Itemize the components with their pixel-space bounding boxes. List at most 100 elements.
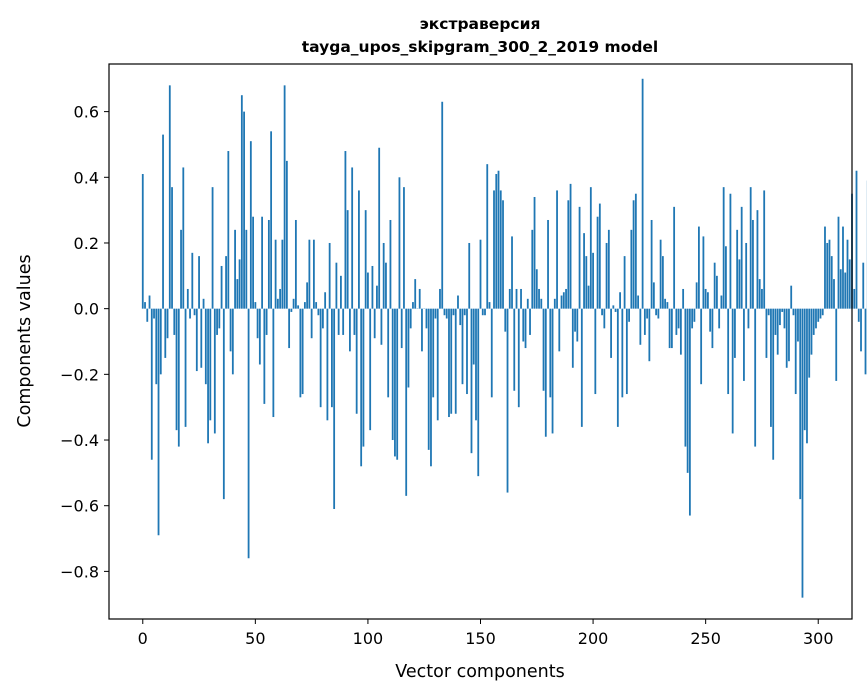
bar-component-188 xyxy=(565,288,567,309)
bar-component-267 xyxy=(743,308,745,381)
bar-component-34 xyxy=(218,308,221,329)
bar-component-295 xyxy=(806,308,808,444)
bar-component-101 xyxy=(369,308,372,431)
x-axis-ticks: 0 50 100 150 200 250 300 xyxy=(138,619,834,648)
bar-component-18 xyxy=(182,167,185,309)
bar-component-136 xyxy=(448,308,450,418)
bar-component-30 xyxy=(209,308,212,421)
bar-component-135 xyxy=(445,308,448,319)
bar-component-181 xyxy=(549,308,552,398)
bar-component-131 xyxy=(436,308,439,421)
bar-component-258 xyxy=(722,187,725,309)
bar-component-253 xyxy=(711,308,714,349)
bar-component-8 xyxy=(159,308,162,375)
bar-component-52 xyxy=(258,308,261,365)
bar-component-41 xyxy=(234,229,236,309)
bar-component-211 xyxy=(616,308,619,427)
bar-component-175 xyxy=(535,269,538,309)
bar-component-228 xyxy=(655,308,658,316)
bar-component-174 xyxy=(533,197,536,309)
bar-component-76 xyxy=(312,239,315,309)
bar-component-217 xyxy=(630,229,633,309)
bar-component-25 xyxy=(198,256,200,309)
bar-component-31 xyxy=(211,187,214,309)
bar-component-43 xyxy=(238,259,241,309)
bar-component-288 xyxy=(790,285,793,309)
bar-component-97 xyxy=(360,308,363,467)
bar-component-7 xyxy=(157,308,160,536)
y-tick-label: 0.6 xyxy=(74,103,99,122)
bar-component-290 xyxy=(794,308,797,395)
bar-component-94 xyxy=(353,308,356,335)
bar-component-276 xyxy=(763,190,766,309)
bar-component-264 xyxy=(736,229,739,309)
bar-component-46 xyxy=(245,229,248,309)
bar-component-241 xyxy=(684,308,687,447)
bar-component-293 xyxy=(801,308,804,598)
bar-component-88 xyxy=(340,275,342,309)
bar-component-132 xyxy=(439,288,441,309)
bar-component-195 xyxy=(580,308,583,427)
bar-component-78 xyxy=(317,308,320,316)
y-tick-label: 0.4 xyxy=(74,168,99,187)
bar-component-149 xyxy=(477,308,480,477)
y-axis-ticks: −0.8 −0.6 −0.4 −0.2 0.0 0.2 0.4 0.6 xyxy=(60,103,109,581)
bar-component-209 xyxy=(612,305,615,309)
bar-component-309 xyxy=(837,216,840,309)
bar-component-44 xyxy=(240,95,243,309)
bar-component-246 xyxy=(695,282,698,309)
bar-component-13 xyxy=(171,187,173,309)
bar-component-102 xyxy=(371,265,374,309)
bar-component-50 xyxy=(254,302,257,309)
bar-component-176 xyxy=(538,288,540,309)
bar-component-23 xyxy=(193,308,196,316)
bar-component-36 xyxy=(222,308,225,500)
bar-component-192 xyxy=(574,308,576,332)
bar-component-262 xyxy=(731,308,734,434)
bar-component-163 xyxy=(508,288,511,309)
bar-component-184 xyxy=(556,190,558,309)
bar-component-124 xyxy=(421,308,423,352)
bar-component-208 xyxy=(610,308,612,358)
bar-component-150 xyxy=(479,239,482,309)
bar-component-63 xyxy=(283,85,286,309)
bar-component-218 xyxy=(632,200,635,309)
bar-component-92 xyxy=(349,308,351,352)
bar-component-96 xyxy=(358,190,360,309)
bar-component-162 xyxy=(506,308,509,493)
x-tick-label: 150 xyxy=(465,629,496,648)
bar-component-87 xyxy=(337,308,340,335)
bar-component-193 xyxy=(576,308,579,342)
bar-component-9 xyxy=(162,134,164,309)
bar-component-21 xyxy=(189,308,191,319)
bar-component-235 xyxy=(670,308,673,349)
bar-component-142 xyxy=(461,308,464,385)
bar-component-109 xyxy=(387,308,390,398)
bar-component-225 xyxy=(648,308,651,362)
bar-component-272 xyxy=(754,308,757,447)
x-axis-label: Vector components xyxy=(395,662,564,682)
bar-component-298 xyxy=(812,308,815,335)
bar-component-158 xyxy=(497,170,500,309)
bar-component-128 xyxy=(430,308,432,467)
bar-component-71 xyxy=(301,308,304,395)
bar-component-243 xyxy=(688,308,691,516)
bar-component-42 xyxy=(236,279,239,309)
bar-component-105 xyxy=(378,147,381,309)
bar-component-1 xyxy=(144,302,146,309)
bar-component-237 xyxy=(675,308,678,335)
bar-component-139 xyxy=(454,308,457,414)
bar-component-263 xyxy=(734,308,736,358)
bar-component-38 xyxy=(227,151,230,309)
bar-component-194 xyxy=(578,206,581,309)
bar-component-268 xyxy=(745,242,748,309)
bar-component-144 xyxy=(466,308,468,395)
bar-component-103 xyxy=(373,308,376,339)
bar-component-204 xyxy=(601,308,603,316)
bar-component-219 xyxy=(634,193,637,309)
x-tick-label: 250 xyxy=(690,629,721,648)
bar-component-244 xyxy=(691,308,694,329)
bar-component-0 xyxy=(141,174,144,309)
bar-component-316 xyxy=(853,288,856,309)
bar-component-148 xyxy=(475,308,477,421)
